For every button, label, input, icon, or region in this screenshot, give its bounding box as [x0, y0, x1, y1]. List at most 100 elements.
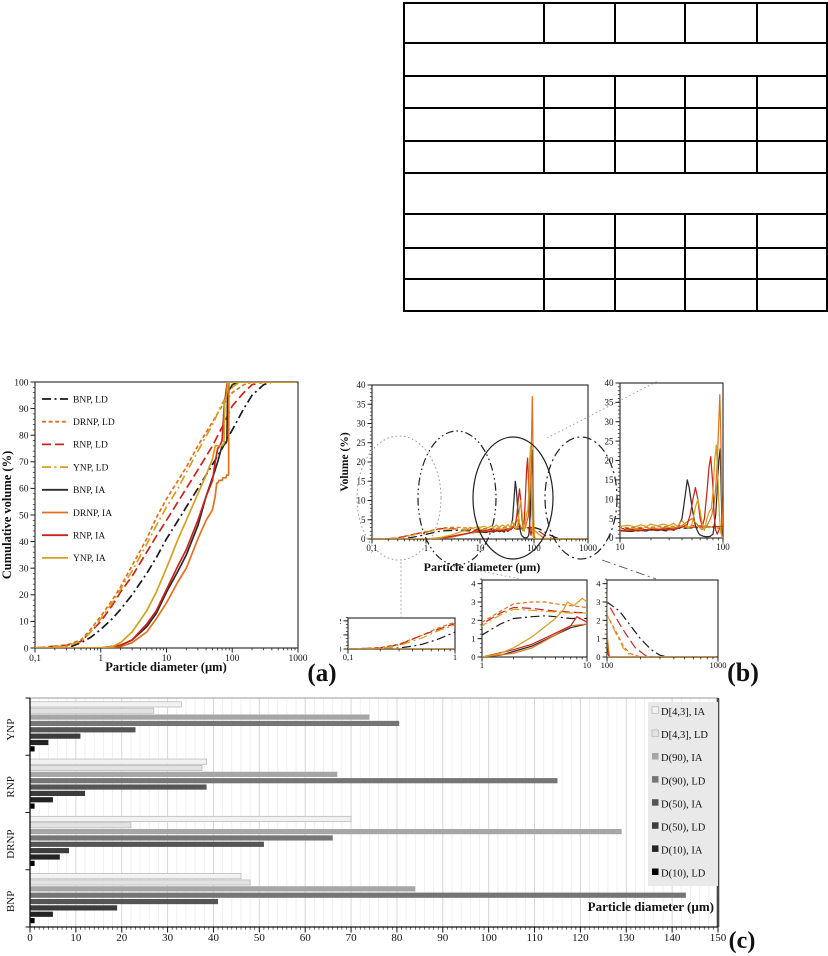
- bar-RNP-D(50), IA: [30, 784, 207, 790]
- table-cell: [403, 2, 545, 44]
- y-tick-label: 20: [19, 591, 29, 601]
- bar-DRNP-D(10), LD: [30, 860, 35, 866]
- legend-box: [648, 702, 718, 886]
- x-tick-label: 20: [116, 932, 128, 944]
- table-cell: [756, 247, 828, 280]
- leader-line: [546, 380, 659, 439]
- bar-YNP-D(50), LD: [30, 733, 81, 739]
- x-axis: 0,1 1 10 100 1000: [29, 648, 308, 664]
- y-tick-label: 80: [19, 432, 29, 442]
- x-tick-label: 140: [664, 932, 681, 944]
- legend-item: D[4,3], LD: [651, 729, 708, 741]
- y-tick-label: 0: [471, 652, 475, 662]
- y-tick-label: 1: [596, 634, 600, 644]
- y-axis: 0 5 10 15 20 25 30 35 40: [357, 380, 372, 544]
- y-tick-label: 5: [609, 514, 614, 524]
- panel-label-c: (c): [729, 928, 756, 954]
- x-tick-label: 110: [526, 932, 543, 944]
- x-tick-label: 10: [162, 654, 172, 664]
- plot-border: [619, 382, 724, 539]
- legend-marker: [651, 729, 659, 737]
- legend-item: D[4,3], IA: [651, 706, 705, 718]
- x-tick-label: 1000: [579, 543, 598, 553]
- table-row: [403, 247, 828, 280]
- table-cell: [403, 107, 545, 142]
- series-RNP, IA: [482, 616, 587, 657]
- table-cell: [756, 213, 828, 249]
- y-tick-label: 30: [19, 565, 29, 575]
- bar-YNP-D[4,3], LD: [29, 707, 155, 714]
- legend-item: DRNP, IA: [42, 509, 112, 519]
- legend-item: D(10), LD: [652, 868, 706, 880]
- x-axis: 10 100: [616, 538, 730, 552]
- legend-label: D(50), IA: [661, 799, 703, 810]
- bar-DRNP-D(10), IA: [30, 854, 60, 860]
- bar-YNP-D[4,3], IA: [29, 701, 182, 708]
- leader-line: [475, 569, 521, 580]
- x-tick-label: 10: [476, 543, 486, 553]
- legend-item: YNP, LD: [42, 463, 109, 473]
- y-tick-label: 60: [19, 485, 29, 495]
- legend-marker: [652, 845, 659, 852]
- x-axis: 0,1 1: [343, 649, 457, 662]
- legend-item: D(90), IA: [652, 753, 703, 764]
- table-cell: [684, 278, 759, 312]
- highlight-ellipse-dotted: [356, 435, 442, 561]
- bar-RNP-D(10), LD: [30, 803, 35, 809]
- bar-DRNP-D(90), LD: [30, 835, 333, 841]
- series-group: [607, 580, 716, 657]
- y-tick-label: 25: [357, 438, 367, 448]
- y-axis-title: Cumulative volume (%): [0, 451, 14, 579]
- legend-item: D(50), IA: [652, 799, 703, 810]
- panel-label-b: (b): [727, 658, 759, 687]
- series-YNP, IA: [372, 445, 587, 539]
- x-tick-label: 0: [27, 932, 33, 944]
- series-YNP, LD: [348, 624, 455, 649]
- series-DRNP, IA: [372, 395, 587, 539]
- series-group: [372, 395, 587, 539]
- y-tick-label: 40: [357, 380, 367, 390]
- series-group: [348, 621, 455, 649]
- bars: [29, 701, 686, 924]
- x-tick-label: 0,1: [29, 654, 41, 664]
- bar-YNP-D(10), LD: [30, 746, 35, 752]
- legend-marker: [652, 753, 659, 760]
- y-tick-label: 70: [19, 458, 29, 468]
- bar-YNP-D(90), LD: [30, 720, 400, 727]
- y-tick-label: 40: [605, 378, 615, 388]
- table-cell: [756, 2, 828, 44]
- bar-DRNP-D(50), LD: [30, 848, 69, 854]
- table-cell: [614, 278, 687, 312]
- bar-RNP-D(90), LD: [30, 778, 558, 784]
- highlight-ellipse-dashdot: [544, 436, 618, 560]
- bar-RNP-D(10), IA: [30, 797, 53, 803]
- panel-A: 0,1 1 10 100 1000 0 10 20 30 40 50 60 70 80 90 100: [14, 378, 308, 664]
- table-row: [403, 107, 828, 142]
- group-label-BNP: BNP: [5, 891, 17, 912]
- legend-marker: [652, 822, 659, 829]
- y-tick-label: 4: [471, 579, 476, 589]
- series-RNP, LD: [620, 525, 723, 530]
- y-tick-label: 3: [596, 597, 600, 607]
- legend-label: BNP, IA: [73, 486, 105, 496]
- table-cell: [614, 247, 687, 280]
- table-cell: [542, 140, 617, 174]
- x-tick-label: 100: [480, 932, 497, 944]
- series-RNP, LD: [35, 382, 297, 648]
- series-DRNP, LD: [348, 621, 455, 649]
- x-tick-label: 100: [601, 660, 614, 670]
- series-DRNP, LD: [620, 524, 723, 530]
- legend-marker: [652, 868, 659, 875]
- table-cell: [403, 140, 545, 174]
- x-tick-label: 40: [208, 932, 220, 944]
- table-row: [403, 2, 828, 44]
- y-tick-label: 15: [605, 475, 615, 485]
- table-cell: [614, 107, 687, 142]
- x-tick-label: 1000: [710, 660, 727, 670]
- bar-RNP-D[4,3], IA: [29, 758, 207, 765]
- y-tick-label: 1: [471, 634, 475, 644]
- table-cell: [403, 247, 545, 280]
- legend-label: DRNP, IA: [73, 509, 112, 519]
- table-cell: [684, 75, 759, 109]
